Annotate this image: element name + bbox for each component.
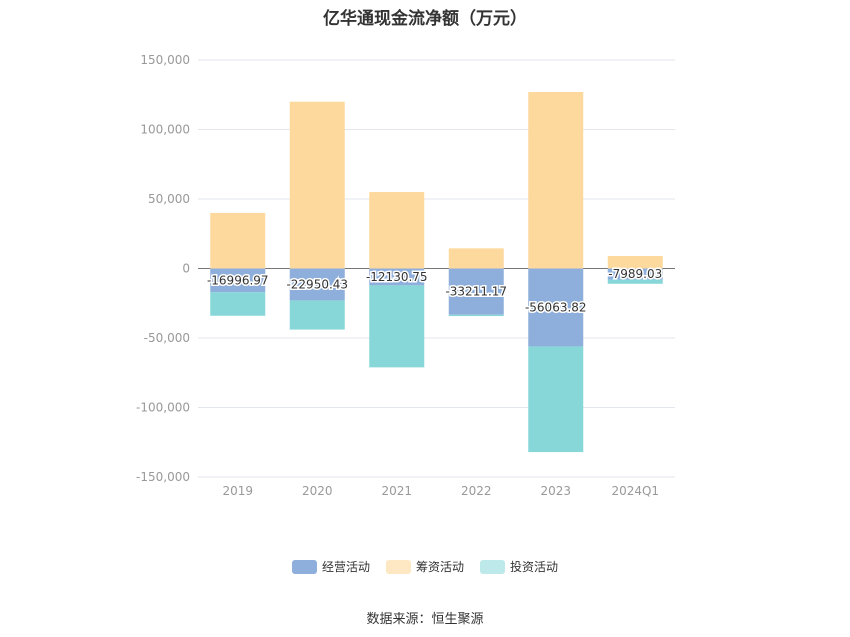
legend-label-financing: 筹资活动: [415, 560, 464, 574]
x-tick-label: 2024Q1: [611, 484, 659, 498]
bar-投资活动-2023: [528, 346, 584, 453]
data-label-operating: -33211.17: [445, 285, 507, 299]
legend-item-operating[interactable]: 经营活动: [291, 558, 370, 575]
x-tick-label: 2019: [222, 484, 253, 498]
y-tick-label: 100,000: [140, 123, 190, 137]
data-label-operating: -7989.03: [608, 267, 662, 281]
y-tick-label: 50,000: [148, 192, 190, 206]
x-tick-label: 2022: [461, 484, 492, 498]
data-source: 数据来源：恒生聚源: [366, 612, 484, 627]
y-tick-label: 0: [182, 262, 190, 276]
legend-label-investing: 投资活动: [510, 560, 559, 574]
y-tick-label: -100,000: [136, 401, 190, 415]
bar-筹资活动-2021: [369, 192, 425, 269]
bar-投资活动-2019: [210, 292, 266, 316]
legend-item-investing[interactable]: 投资活动: [480, 558, 558, 575]
data-label-operating: -22950.43: [286, 277, 348, 291]
legend-swatch-financing: [385, 559, 411, 574]
bar-筹资活动-2024Q1: [607, 255, 663, 269]
legend-swatch-investing: [480, 559, 505, 574]
data-label-operating: -56063.82: [525, 300, 587, 314]
bar-经营活动-2024Q1: [607, 268, 663, 280]
bar-经营活动-2022: [448, 268, 504, 315]
bar-筹资活动-2019: [210, 212, 266, 269]
y-tick-label: 150,000: [140, 53, 190, 67]
chart-title: 亿华通现金流净额（万元）: [323, 9, 527, 29]
x-tick-label: 2020: [302, 484, 333, 498]
bar-经营活动-2023: [528, 268, 584, 347]
bar-经营活动-2019: [210, 268, 266, 293]
x-tick-label: 2023: [540, 484, 571, 498]
bar-经营活动-2020: [289, 268, 345, 301]
data-label-operating: -16996.97: [207, 273, 269, 287]
bar-筹资活动-2023: [528, 91, 584, 269]
legend-swatch-operating: [291, 559, 317, 574]
bar-投资活动-2024Q1: [607, 279, 663, 284]
bar-投资活动-2020: [289, 300, 345, 330]
y-tick-label: -50,000: [144, 331, 190, 345]
legend-item-financing[interactable]: 筹资活动: [385, 558, 464, 575]
bar-筹资活动-2022: [448, 248, 504, 269]
bar-投资活动-2021: [369, 285, 425, 368]
legend: 经营活动 筹资活动 投资活动: [0, 558, 850, 575]
legend-label-operating: 经营活动: [321, 560, 370, 574]
bar-经营活动-2021: [369, 268, 425, 286]
y-tick-label: -150,000: [136, 470, 190, 484]
bar-投资活动-2022: [448, 314, 504, 317]
data-label-operating: -12130.75: [366, 270, 428, 284]
x-tick-label: 2021: [381, 484, 412, 498]
bar-筹资活动-2020: [289, 101, 345, 269]
